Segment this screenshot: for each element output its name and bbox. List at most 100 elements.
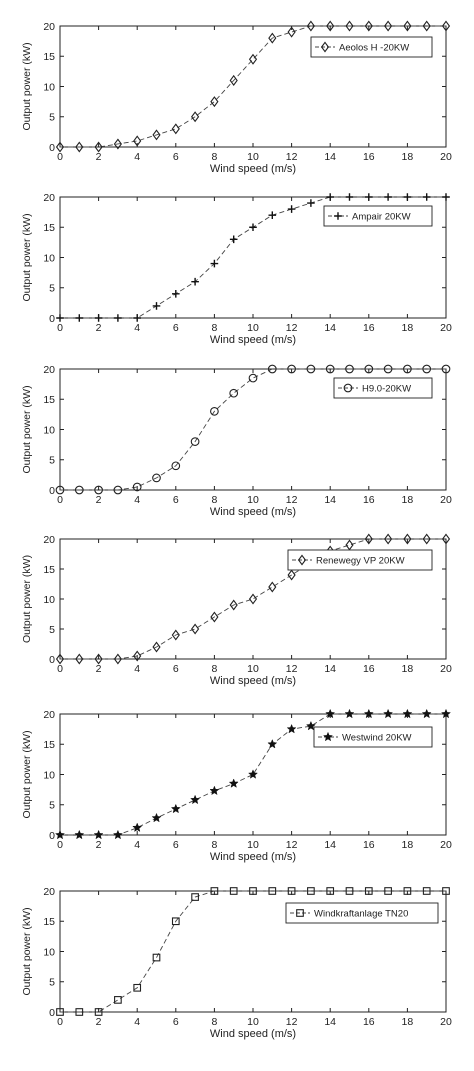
x-tick-label: 4 <box>134 322 140 334</box>
legend-label: H9.0-20KW <box>362 384 411 395</box>
legend-box <box>285 902 439 924</box>
data-point <box>287 26 296 38</box>
x-axis-label: Wind speed (m/s) <box>210 163 296 175</box>
data-point <box>306 20 315 32</box>
data-point <box>403 533 412 545</box>
x-tick-label: 16 <box>363 494 375 506</box>
x-tick-label: 8 <box>211 151 217 163</box>
y-axis-label: Output power (kW) <box>21 730 33 818</box>
data-point <box>113 485 123 495</box>
data-point <box>171 123 180 135</box>
data-point <box>133 983 142 992</box>
data-point <box>75 314 84 322</box>
y-tick-label: 0 <box>49 485 55 497</box>
x-tick-label: 6 <box>173 494 179 506</box>
y-tick-label: 15 <box>43 394 55 406</box>
data-point <box>364 887 373 895</box>
data-point <box>307 887 315 895</box>
data-point <box>325 708 336 719</box>
series-line-1 <box>60 890 446 1013</box>
data-point <box>229 887 238 895</box>
data-point <box>229 74 238 86</box>
y-tick-label: 15 <box>43 222 55 234</box>
y-tick-label: 5 <box>49 800 55 812</box>
y-tick-label: 10 <box>43 424 55 436</box>
data-point <box>132 482 142 492</box>
x-axis-label: Wind speed (m/s) <box>210 851 296 863</box>
data-point <box>249 887 257 895</box>
x-tick-label: 14 <box>324 322 336 334</box>
data-point <box>306 364 316 374</box>
data-point <box>403 193 412 201</box>
x-tick-label: 0 <box>57 1016 63 1028</box>
data-point <box>422 364 432 374</box>
data-point <box>287 887 296 895</box>
data-point <box>229 599 238 611</box>
x-tick-label: 16 <box>363 663 375 675</box>
y-tick-label: 5 <box>49 455 55 467</box>
x-tick-label: 20 <box>440 322 452 334</box>
data-point <box>210 887 219 895</box>
data-point <box>75 1008 84 1016</box>
x-tick-label: 8 <box>211 494 217 506</box>
data-point <box>383 364 393 374</box>
legend-marker <box>343 383 353 393</box>
data-point <box>132 822 143 833</box>
y-tick-label: 0 <box>49 830 55 842</box>
x-tick-label: 14 <box>324 151 336 163</box>
x-tick-label: 16 <box>363 839 375 851</box>
y-tick-label: 20 <box>43 364 55 376</box>
x-tick-label: 14 <box>324 663 336 675</box>
data-point <box>363 708 374 719</box>
data-point <box>55 141 65 153</box>
y-tick-label: 15 <box>43 564 55 576</box>
legend-box <box>310 36 433 58</box>
data-point <box>74 829 85 840</box>
data-point <box>422 193 431 201</box>
x-tick-label: 2 <box>96 494 102 506</box>
data-point <box>441 533 451 545</box>
x-tick-label: 2 <box>96 1016 102 1028</box>
y-axis-label: Output power (kW) <box>21 385 33 473</box>
legend-box <box>333 377 433 399</box>
x-tick-label: 4 <box>134 839 140 851</box>
data-point <box>191 111 200 123</box>
x-tick-label: 18 <box>402 663 414 675</box>
data-point <box>267 738 278 749</box>
x-tick-label: 12 <box>286 663 298 675</box>
x-tick-label: 8 <box>211 839 217 851</box>
chart-panel-4: 0 2 4 6 8 10 12 14 16 18 20 0 5 10 15 20 Wind speed (m/s… <box>21 533 452 687</box>
data-point <box>152 641 161 653</box>
data-point <box>402 708 413 719</box>
data-point <box>345 887 354 895</box>
x-tick-label: 0 <box>57 663 63 675</box>
data-point <box>114 996 122 1004</box>
data-point <box>229 388 239 398</box>
y-tick-label: 15 <box>43 916 55 928</box>
legend-marker <box>297 554 307 566</box>
data-point <box>403 20 412 32</box>
data-point <box>228 778 239 788</box>
data-point <box>441 20 451 32</box>
data-point <box>191 623 200 635</box>
data-point <box>172 290 180 298</box>
data-point <box>210 259 219 268</box>
data-point <box>403 364 412 374</box>
y-tick-label: 20 <box>43 192 55 204</box>
x-tick-label: 0 <box>57 322 63 334</box>
data-point <box>113 138 122 150</box>
data-point <box>442 887 450 895</box>
x-tick-label: 14 <box>324 839 336 851</box>
x-tick-label: 12 <box>286 151 298 163</box>
data-point <box>384 887 392 895</box>
y-tick-label: 20 <box>43 709 55 721</box>
legend-box <box>287 549 433 571</box>
x-tick-label: 18 <box>402 839 414 851</box>
series-line-1 <box>60 713 446 836</box>
x-tick-label: 4 <box>134 663 140 675</box>
data-point <box>422 887 431 895</box>
data-point <box>268 887 277 895</box>
x-tick-label: 12 <box>286 839 298 851</box>
data-point <box>286 723 297 734</box>
data-point <box>364 533 373 545</box>
